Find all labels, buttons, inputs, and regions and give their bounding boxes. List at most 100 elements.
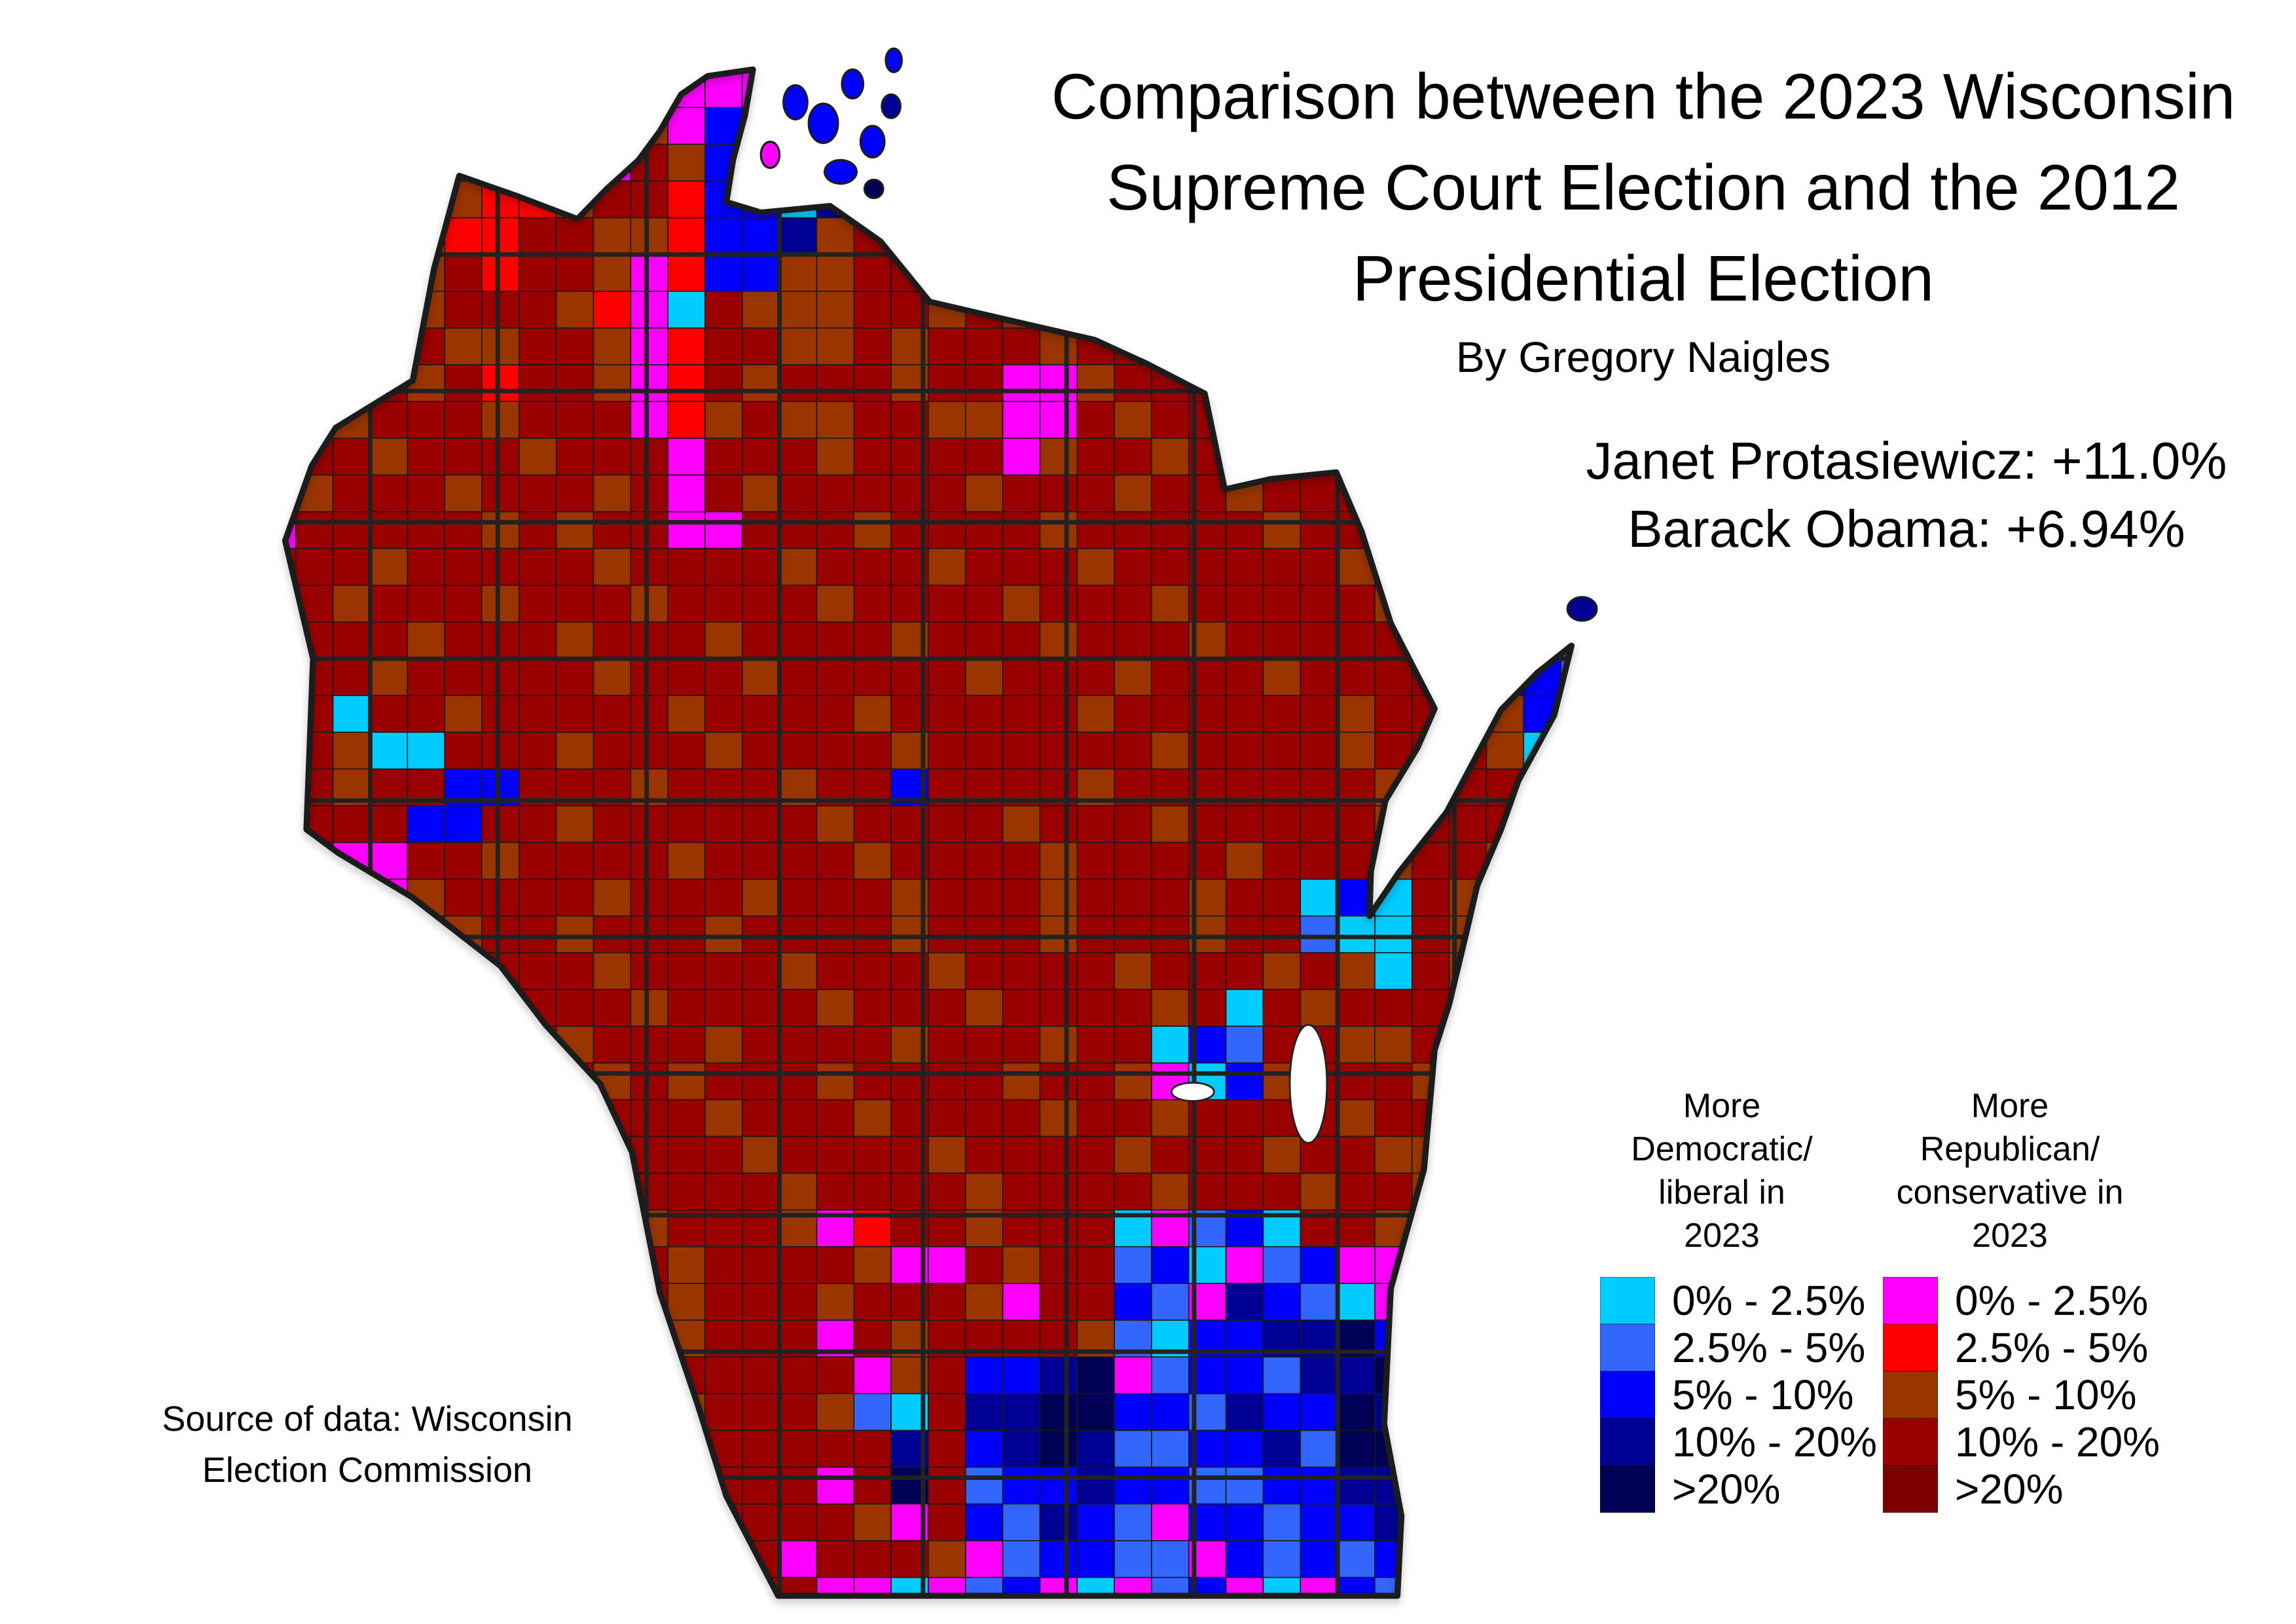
municipality-cell <box>816 1356 855 1395</box>
municipality-cell <box>1411 1430 1450 1468</box>
municipality-cell <box>555 547 594 586</box>
municipality-cell <box>1002 952 1041 990</box>
municipality-cell <box>1560 878 1572 917</box>
municipality-cell <box>444 69 483 71</box>
municipality-cell <box>555 143 594 182</box>
municipality-cell <box>1039 1099 1078 1137</box>
municipality-cell <box>285 1209 297 1247</box>
municipality-cell <box>1076 1503 1115 1541</box>
municipality-cell <box>816 989 855 1027</box>
municipality-cell <box>407 511 445 549</box>
municipality-cell <box>1039 1430 1078 1468</box>
municipality-cell <box>444 1283 483 1321</box>
municipality-cell <box>519 547 557 586</box>
municipality-cell <box>592 584 632 623</box>
municipality-cell <box>1300 731 1338 770</box>
island <box>759 140 781 170</box>
municipality-cell <box>1039 1466 1078 1505</box>
municipality-cell <box>481 217 520 255</box>
municipality-cell <box>704 1540 743 1578</box>
municipality-cell <box>1151 878 1190 917</box>
municipality-cell <box>285 474 297 513</box>
municipality-cell <box>1448 1172 1487 1211</box>
municipality-cell <box>369 915 409 953</box>
municipality-cell <box>519 1172 557 1211</box>
municipality-cell <box>667 878 706 917</box>
municipality-cell <box>519 1283 557 1321</box>
municipality-cell <box>1411 952 1450 990</box>
municipality-cell <box>1151 1577 1190 1596</box>
municipality-cell <box>332 952 371 990</box>
legend-rep-header-line: Republican/ <box>1920 1130 2100 1169</box>
municipality-cell <box>1225 621 1264 659</box>
municipality-cell <box>1225 1246 1264 1284</box>
municipality-cell <box>1076 511 1115 549</box>
municipality-cell <box>778 1430 818 1468</box>
municipality-cell <box>481 989 520 1027</box>
municipality-cell <box>332 1356 371 1395</box>
municipality-cell <box>1561 1614 1598 1615</box>
municipality-cell <box>519 805 557 843</box>
municipality-cell <box>742 805 780 843</box>
municipality-cell <box>592 952 632 990</box>
municipality-cell <box>1151 1172 1190 1211</box>
municipality-cell <box>1560 731 1572 770</box>
municipality-cell <box>1039 1540 1078 1578</box>
municipality-cell <box>1485 1283 1525 1321</box>
municipality-cell <box>1114 1503 1152 1541</box>
municipality-cell <box>369 69 409 71</box>
municipality-cell <box>1225 1099 1264 1137</box>
municipality-cell <box>285 70 297 109</box>
municipality-cell <box>1448 658 1487 696</box>
municipality-cell <box>1039 1062 1078 1101</box>
municipality-cell <box>890 217 929 255</box>
municipality-cell <box>667 1025 706 1064</box>
municipality-cell <box>1523 547 1561 586</box>
municipality-cell <box>1448 437 1487 476</box>
municipality-cell <box>1039 621 1078 659</box>
municipality-cell <box>1225 1577 1264 1596</box>
municipality-cell <box>1151 805 1190 843</box>
municipality-cell <box>592 841 632 880</box>
municipality-cell <box>630 70 668 109</box>
municipality-cell <box>1560 1540 1572 1578</box>
municipality-cell <box>332 658 371 696</box>
municipality-cell <box>444 547 483 586</box>
municipality-cell <box>1337 731 1376 770</box>
municipality-cell <box>1411 437 1450 476</box>
municipality-cell <box>592 401 632 439</box>
municipality-cell <box>1560 1430 1572 1468</box>
municipality-cell <box>407 547 445 586</box>
municipality-cell <box>1411 1356 1450 1395</box>
municipality-cell <box>1114 511 1152 549</box>
municipality-cell <box>1039 1503 1078 1541</box>
municipality-cell <box>295 401 334 439</box>
municipality-cell <box>1002 658 1041 696</box>
legend-swatch <box>1883 1418 1938 1466</box>
municipality-cell <box>816 547 855 586</box>
municipality-cell <box>667 1430 706 1468</box>
municipality-cell <box>964 952 1004 990</box>
municipality-cell <box>369 1540 409 1578</box>
municipality-cell <box>742 621 780 659</box>
municipality-cell <box>332 70 371 109</box>
municipality-cell <box>519 143 557 182</box>
municipality-cell <box>816 1135 855 1174</box>
municipality-cell <box>444 805 483 843</box>
municipality-cell <box>1262 1172 1302 1211</box>
municipality-cell <box>1114 1172 1152 1211</box>
municipality-cell <box>1300 1577 1338 1596</box>
municipality-cell <box>1448 1320 1487 1357</box>
municipality-cell <box>630 547 668 586</box>
municipality-cell <box>928 878 966 917</box>
municipality-cell <box>667 621 706 659</box>
municipality-cell <box>1374 437 1413 476</box>
municipality-cell <box>1337 1099 1376 1137</box>
municipality-cell <box>704 401 743 439</box>
municipality-cell <box>407 658 445 696</box>
municipality-cell <box>332 695 371 733</box>
municipality-cell <box>964 1025 1004 1064</box>
municipality-cell <box>928 327 966 365</box>
municipality-cell <box>285 621 297 659</box>
municipality-cell <box>285 143 297 182</box>
